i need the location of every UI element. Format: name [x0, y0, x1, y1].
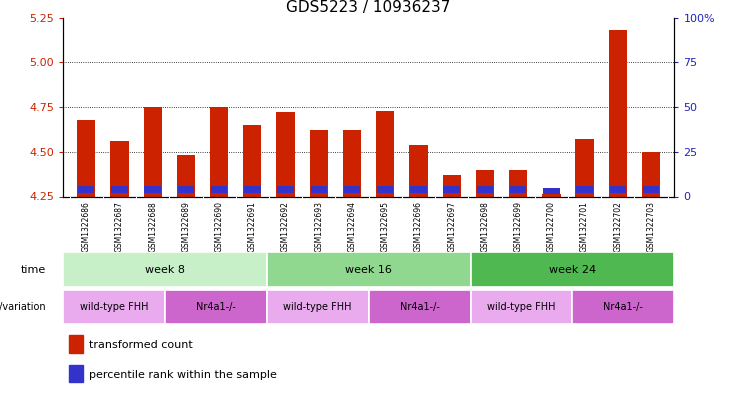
Bar: [165, 290, 267, 324]
Bar: [576, 186, 593, 193]
Bar: [471, 252, 674, 287]
Text: GSM1322699: GSM1322699: [514, 201, 522, 252]
Text: GSM1322696: GSM1322696: [414, 201, 423, 252]
Text: Nr4a1-/-: Nr4a1-/-: [399, 302, 439, 312]
Bar: [144, 107, 162, 196]
Text: GSM1322701: GSM1322701: [580, 201, 589, 252]
Bar: [608, 30, 627, 196]
Bar: [63, 290, 165, 324]
Bar: [476, 186, 494, 193]
Text: wild-type FHH: wild-type FHH: [488, 302, 556, 312]
Text: week 8: week 8: [145, 264, 185, 275]
Text: GSM1322702: GSM1322702: [614, 201, 622, 252]
Text: GSM1322690: GSM1322690: [215, 201, 224, 252]
Bar: [368, 290, 471, 324]
Title: GDS5223 / 10936237: GDS5223 / 10936237: [287, 0, 451, 15]
Bar: [177, 155, 195, 196]
Text: time: time: [21, 264, 46, 275]
Text: wild-type FHH: wild-type FHH: [80, 302, 148, 312]
Text: GSM1322688: GSM1322688: [148, 201, 157, 252]
Bar: [277, 186, 294, 193]
Bar: [178, 186, 194, 193]
Bar: [144, 186, 161, 193]
Text: wild-type FHH: wild-type FHH: [284, 302, 352, 312]
Text: week 24: week 24: [549, 264, 596, 275]
Bar: [69, 335, 82, 353]
Bar: [78, 186, 94, 193]
Text: GSM1322692: GSM1322692: [281, 201, 290, 252]
Text: GSM1322695: GSM1322695: [381, 201, 390, 252]
Text: GSM1322687: GSM1322687: [115, 201, 124, 252]
Bar: [610, 186, 626, 193]
Bar: [542, 194, 560, 196]
Text: genotype/variation: genotype/variation: [0, 302, 46, 312]
Bar: [343, 130, 361, 196]
Bar: [243, 125, 262, 196]
Bar: [63, 252, 267, 287]
Bar: [509, 170, 528, 196]
Bar: [111, 186, 127, 193]
Bar: [77, 119, 96, 196]
Text: GSM1322686: GSM1322686: [82, 201, 90, 252]
Bar: [244, 186, 261, 193]
Bar: [267, 290, 368, 324]
Text: Nr4a1-/-: Nr4a1-/-: [603, 302, 643, 312]
Bar: [411, 186, 427, 193]
Bar: [310, 186, 327, 193]
Bar: [211, 186, 227, 193]
Bar: [110, 141, 129, 196]
Text: week 16: week 16: [345, 264, 392, 275]
Text: GSM1322700: GSM1322700: [547, 201, 556, 252]
Text: transformed count: transformed count: [89, 340, 193, 350]
Text: GSM1322691: GSM1322691: [247, 201, 257, 252]
Bar: [576, 139, 594, 196]
Bar: [69, 365, 82, 382]
Bar: [267, 252, 471, 287]
Bar: [310, 130, 328, 196]
Bar: [443, 186, 460, 193]
Bar: [210, 107, 228, 196]
Bar: [476, 170, 494, 196]
Bar: [510, 186, 526, 193]
Bar: [572, 290, 674, 324]
Bar: [376, 111, 394, 196]
Bar: [409, 145, 428, 196]
Text: GSM1322697: GSM1322697: [448, 201, 456, 252]
Bar: [442, 175, 461, 196]
Text: GSM1322693: GSM1322693: [314, 201, 323, 252]
Text: GSM1322703: GSM1322703: [647, 201, 656, 252]
Bar: [471, 290, 572, 324]
Bar: [344, 186, 360, 193]
Bar: [377, 186, 393, 193]
Bar: [543, 188, 559, 194]
Bar: [643, 186, 659, 193]
Text: percentile rank within the sample: percentile rank within the sample: [89, 370, 276, 380]
Text: GSM1322689: GSM1322689: [182, 201, 190, 252]
Bar: [276, 112, 295, 196]
Text: GSM1322694: GSM1322694: [348, 201, 356, 252]
Bar: [642, 152, 660, 196]
Text: GSM1322698: GSM1322698: [480, 201, 490, 252]
Text: Nr4a1-/-: Nr4a1-/-: [196, 302, 236, 312]
